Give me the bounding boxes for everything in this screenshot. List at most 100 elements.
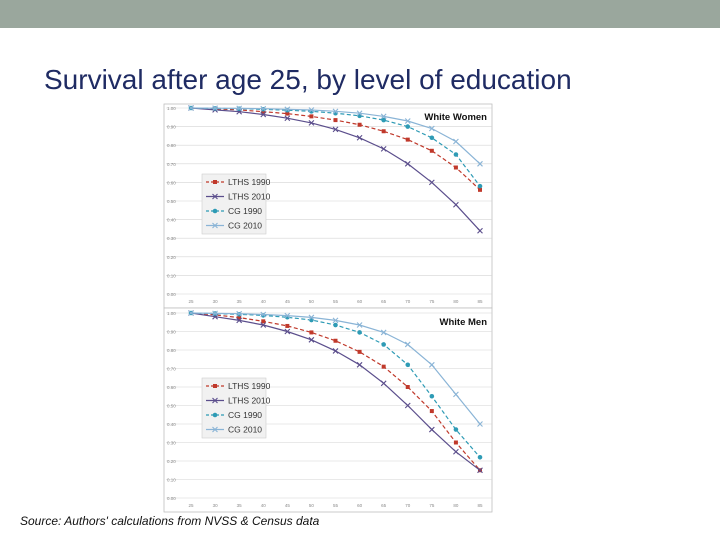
series-lths-1990-point xyxy=(309,114,314,119)
series-cg-2010-point-stroke xyxy=(236,105,243,112)
series-cg-2010-point xyxy=(188,310,194,316)
slide-title: Survival after age 25, by level of educa… xyxy=(44,64,572,95)
series-cg-2010-point xyxy=(404,341,411,348)
legend-label: CG 2010 xyxy=(228,425,262,435)
series-cg-2010-point-stroke xyxy=(404,341,411,348)
series-cg-2010-point xyxy=(308,107,315,113)
series-cg-2010-point xyxy=(284,106,291,113)
series-lths-2010-point-stroke xyxy=(380,146,387,152)
series-lths-2010-point-stroke xyxy=(260,111,267,118)
series-cg-2010-point-stroke xyxy=(260,105,267,112)
series-lths-2010-point xyxy=(380,146,387,152)
series-lths-2010-point xyxy=(332,348,339,354)
legend-label: CG 1990 xyxy=(228,206,262,216)
source-note: Source: Authors' calculations from NVSS … xyxy=(20,514,320,528)
y-tick-label: 1.00 xyxy=(167,106,176,111)
series-lths-1990-point xyxy=(237,315,242,320)
series-cg-1990-point xyxy=(429,135,435,141)
series-lths-1990-point xyxy=(478,187,482,192)
series-cg-2010-point xyxy=(236,105,243,112)
y-tick-label: 0.40 xyxy=(167,218,176,223)
series-lths-1990-point xyxy=(453,165,458,170)
x-tick-label: 45 xyxy=(285,503,291,508)
series-lths-2010-point-stroke xyxy=(284,328,291,335)
y-tick-label: 0.20 xyxy=(167,459,176,464)
legend-marker-stroke xyxy=(212,426,218,433)
series-cg-2010-point xyxy=(188,105,194,111)
series-cg-1990-point xyxy=(333,322,338,328)
y-tick-label: 0.00 xyxy=(167,496,176,501)
series-cg-1990-point xyxy=(381,342,386,347)
legend-label: LTHS 2010 xyxy=(228,192,271,202)
x-tick-label: 65 xyxy=(381,503,387,508)
series-cg-2010-point xyxy=(356,110,363,117)
y-tick-label: 0.50 xyxy=(167,199,176,204)
y-tick-label: 0.80 xyxy=(167,348,176,353)
series-lths-1990-point xyxy=(285,323,290,328)
series-cg-2010-point-stroke xyxy=(356,110,363,117)
series-cg-2010-point xyxy=(453,391,459,398)
x-tick-label: 85 xyxy=(477,503,483,508)
x-tick-label: 85 xyxy=(477,299,483,304)
series-cg-2010-point xyxy=(212,310,218,317)
series-lths-2010-point xyxy=(308,119,315,126)
chart-title: White Men xyxy=(440,317,488,328)
series-lths-2010-point-stroke xyxy=(236,317,243,324)
series-lths-2010-point-stroke xyxy=(356,134,363,141)
series-lths-2010-point-stroke xyxy=(380,380,387,387)
x-tick-label: 30 xyxy=(213,299,219,304)
y-tick-label: 0.80 xyxy=(167,143,176,148)
legend-label: LTHS 1990 xyxy=(228,381,271,391)
series-cg-1990-point xyxy=(381,117,386,123)
series-cg-2010-point-stroke xyxy=(284,106,291,113)
series-lths-2010-point xyxy=(477,467,483,474)
series-lths-1990-point xyxy=(381,364,386,369)
y-tick-label: 0.60 xyxy=(167,180,176,185)
series-lths-2010-point-stroke xyxy=(332,126,339,133)
series-cg-2010-point xyxy=(380,329,387,336)
x-tick-label: 50 xyxy=(309,503,315,508)
series-lths-1990-point xyxy=(381,129,386,134)
series-cg-1990-point xyxy=(453,152,459,157)
series-cg-2010-point-stroke xyxy=(212,105,218,112)
y-tick-label: 0.60 xyxy=(167,385,176,390)
series-lths-2010-point-stroke xyxy=(332,348,339,354)
series-cg-2010-point-stroke xyxy=(212,310,218,317)
series-cg-2010-point-stroke xyxy=(356,322,363,328)
series-lths-2010-point-stroke xyxy=(453,448,459,455)
series-lths-2010-point xyxy=(477,227,483,234)
x-tick-label: 80 xyxy=(453,299,459,304)
legend-marker xyxy=(212,426,218,433)
series-cg-2010-point-stroke xyxy=(380,113,387,120)
series-lths-2010-point xyxy=(428,179,435,186)
legend-label: LTHS 1990 xyxy=(228,177,271,187)
y-tick-label: 0.20 xyxy=(167,255,176,260)
series-lths-2010-point-stroke xyxy=(356,361,363,368)
legend-marker-stroke xyxy=(212,193,218,200)
series-cg-2010-point-stroke xyxy=(477,421,483,427)
legend-marker xyxy=(212,397,218,404)
series-lths-2010-point-stroke xyxy=(404,160,411,167)
legend: LTHS 1990 LTHS 2010 CG 1990 CG 2010 xyxy=(201,173,271,235)
series-lths-2010-point xyxy=(260,111,267,118)
x-tick-label: 25 xyxy=(188,299,194,304)
x-tick-label: 65 xyxy=(381,299,387,304)
x-tick-label: 75 xyxy=(429,299,435,304)
series-cg-2010-point xyxy=(428,361,435,368)
x-tick-label: 35 xyxy=(237,299,243,304)
series-cg-2010-point-stroke xyxy=(404,118,411,124)
y-tick-label: 0.10 xyxy=(167,273,176,278)
series-cg-2010-point-stroke xyxy=(308,314,315,321)
series-lths-2010-point xyxy=(380,380,387,387)
y-tick-label: 0.90 xyxy=(167,125,176,130)
series-lths-1990-point xyxy=(429,148,434,153)
series-lths-2010-point-stroke xyxy=(477,227,483,234)
x-tick-label: 60 xyxy=(357,503,363,508)
series-lths-2010-point xyxy=(260,322,267,328)
series-cg-2010-point-stroke xyxy=(332,317,339,324)
x-tick-label: 35 xyxy=(237,503,243,508)
series-lths-2010-point xyxy=(428,426,435,433)
series-lths-1990-point xyxy=(285,111,290,116)
legend: LTHS 1990 LTHS 2010 CG 1990 CG 2010 xyxy=(201,377,271,439)
series-cg-2010-point xyxy=(356,322,363,328)
